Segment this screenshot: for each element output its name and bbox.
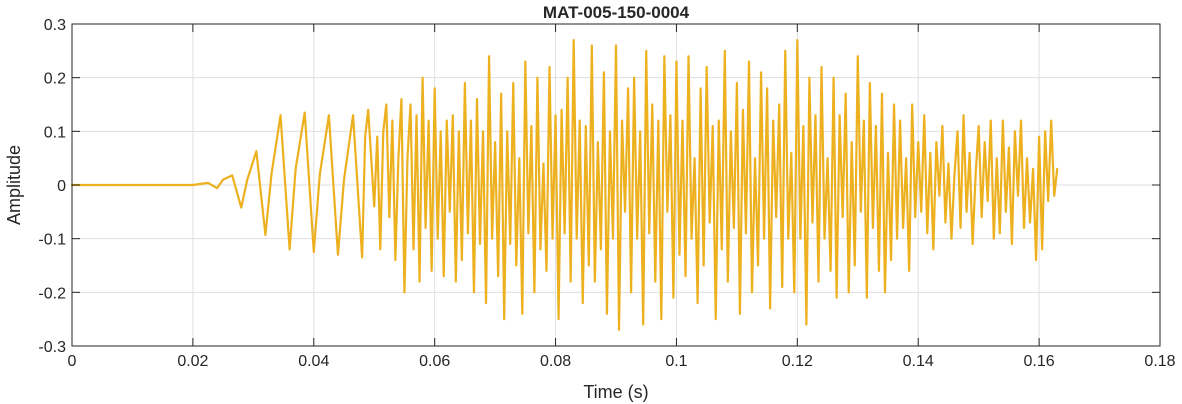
- x-tick-label: 0.1: [665, 353, 687, 370]
- x-tick-label: 0.18: [1144, 353, 1175, 370]
- y-tick-label: 0: [57, 178, 66, 195]
- x-tick-label: 0.14: [903, 353, 934, 370]
- y-tick-label: -0.2: [38, 285, 66, 302]
- waveform-line: [70, 39, 1059, 331]
- y-tick-label: -0.3: [38, 339, 66, 356]
- x-tick-label: 0.02: [177, 353, 208, 370]
- chart-title: MAT-005-150-0004: [543, 3, 690, 22]
- y-tick-labels: -0.3 -0.2 -0.1 0 0.1 0.2 0.3: [38, 17, 66, 356]
- y-tick-label: 0.1: [44, 124, 66, 141]
- x-tick-label: 0.06: [419, 353, 450, 370]
- x-tick-label: 0: [68, 353, 77, 370]
- y-tick-label: -0.1: [38, 232, 66, 249]
- y-axis-label: Amplitude: [4, 145, 24, 225]
- y-tick-label: 0.2: [44, 71, 66, 88]
- x-tick-label: 0.08: [540, 353, 571, 370]
- x-tick-label: 0.12: [782, 353, 813, 370]
- x-tick-labels: 0 0.02 0.04 0.06 0.08 0.1 0.12 0.14 0.16 0.18: [68, 353, 1176, 370]
- tick-marks: [71, 23, 1161, 347]
- series-layer: [70, 39, 1059, 331]
- y-tick-label: 0.3: [44, 17, 66, 34]
- x-tick-label: 0.16: [1024, 353, 1055, 370]
- x-tick-label: 0.04: [298, 353, 329, 370]
- x-axis-label: Time (s): [583, 382, 648, 402]
